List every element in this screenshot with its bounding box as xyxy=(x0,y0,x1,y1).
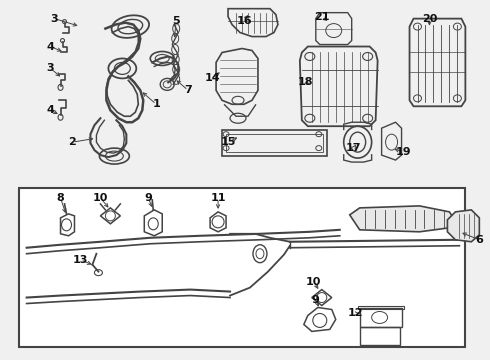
Text: 14: 14 xyxy=(204,73,220,84)
Text: 3: 3 xyxy=(47,63,54,73)
Text: 7: 7 xyxy=(184,85,192,95)
Text: 9: 9 xyxy=(145,193,152,203)
Text: 20: 20 xyxy=(422,14,437,24)
Text: 17: 17 xyxy=(346,143,362,153)
Text: 2: 2 xyxy=(69,137,76,147)
Text: 10: 10 xyxy=(306,276,321,287)
Bar xyxy=(19,188,465,347)
Bar xyxy=(360,328,399,345)
Polygon shape xyxy=(447,210,479,242)
Text: 5: 5 xyxy=(172,15,180,26)
Text: 4: 4 xyxy=(47,41,54,51)
Text: 10: 10 xyxy=(93,193,108,203)
Text: 3: 3 xyxy=(51,14,58,24)
Text: 1: 1 xyxy=(152,99,160,109)
Text: 18: 18 xyxy=(298,77,314,87)
Text: 9: 9 xyxy=(312,294,320,305)
Bar xyxy=(358,306,404,310)
Text: 16: 16 xyxy=(236,15,252,26)
Text: 15: 15 xyxy=(220,137,236,147)
Text: 21: 21 xyxy=(314,12,330,22)
Text: 4: 4 xyxy=(47,105,54,115)
Text: 11: 11 xyxy=(210,193,226,203)
Bar xyxy=(226,134,323,152)
Text: 6: 6 xyxy=(475,235,483,245)
Bar xyxy=(222,130,327,156)
Polygon shape xyxy=(350,206,454,232)
Text: 12: 12 xyxy=(348,309,364,319)
Text: 19: 19 xyxy=(396,147,412,157)
Bar xyxy=(360,307,401,328)
Text: 13: 13 xyxy=(73,255,88,265)
Text: 8: 8 xyxy=(57,193,64,203)
